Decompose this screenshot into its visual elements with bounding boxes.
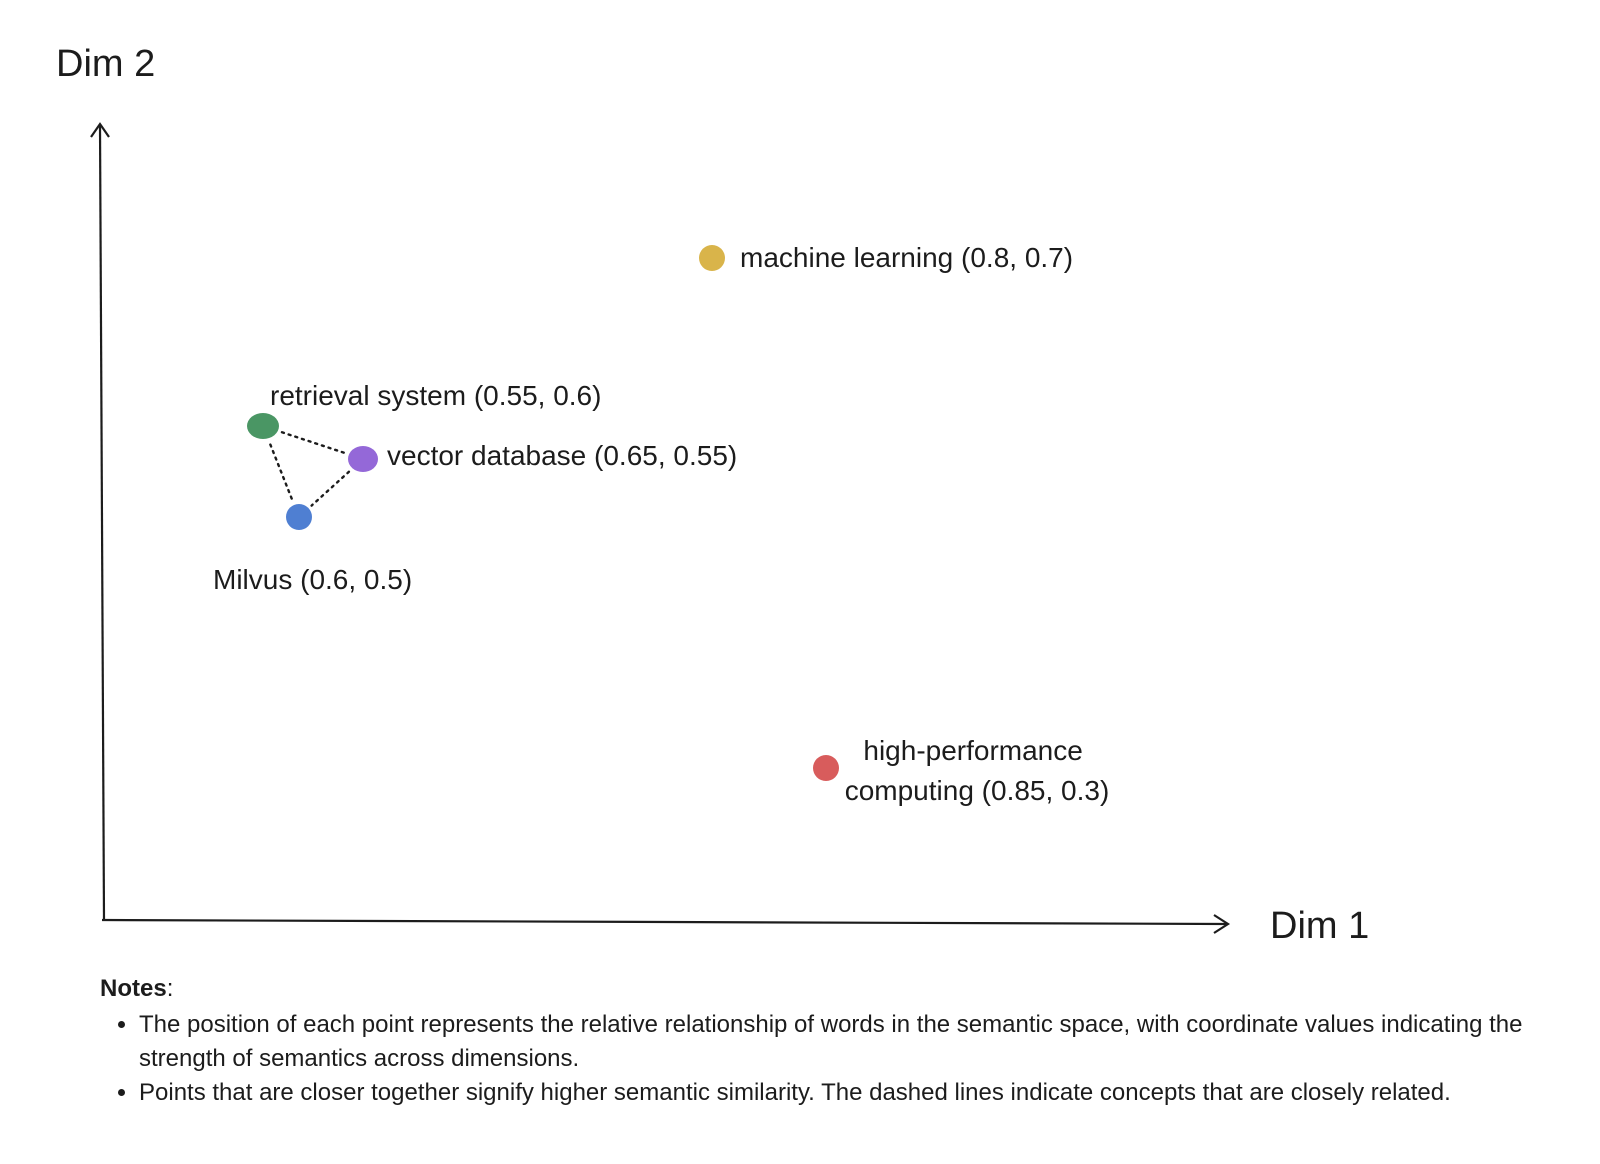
dashed-link-0 [280, 431, 347, 455]
x-axis-line [101, 918, 1227, 926]
notes-heading-colon: : [166, 975, 174, 1002]
scatter-point-0 [699, 245, 725, 271]
notes-item: The position of each point represents th… [139, 1008, 1570, 1076]
notes-heading: Notes: [100, 972, 1570, 1006]
dashed-link-2 [310, 470, 351, 507]
y-axis-title: Dim 2 [56, 43, 155, 85]
point-labels: machine learning (0.8, 0.7) retrieval sys… [213, 242, 1109, 806]
scatter-point-4 [813, 755, 839, 781]
notes-list: The position of each point represents th… [100, 1008, 1570, 1110]
semantic-space-scatter-chart: Dim 2 Dim 1 machine learning (0.8, 0.7) r… [56, 43, 1369, 947]
point-label-1: retrieval system (0.55, 0.6) [270, 380, 601, 411]
dashed-link-1 [269, 443, 294, 503]
related-concept-links [269, 431, 351, 507]
y-axis-arrowhead [90, 122, 110, 138]
point-label-3: Milvus (0.6, 0.5) [213, 564, 412, 595]
scatter-point-1 [247, 413, 279, 439]
scatter-point-2 [348, 446, 378, 472]
point-label-2: vector database (0.65, 0.55) [387, 440, 737, 471]
point-label-4: high-performance computing (0.85, 0.3) [845, 735, 1110, 806]
x-axis-arrowhead [1213, 914, 1231, 934]
scatter-point-3 [286, 504, 312, 530]
point-label-0: machine learning (0.8, 0.7) [740, 242, 1073, 273]
y-axis-line [98, 125, 106, 921]
notes-section: Notes: The position of each point repres… [100, 972, 1570, 1110]
x-axis-title: Dim 1 [1270, 905, 1369, 947]
notes-item: Points that are closer together signify … [139, 1076, 1570, 1110]
notes-heading-text: Notes [100, 975, 167, 1002]
data-points [247, 245, 839, 781]
